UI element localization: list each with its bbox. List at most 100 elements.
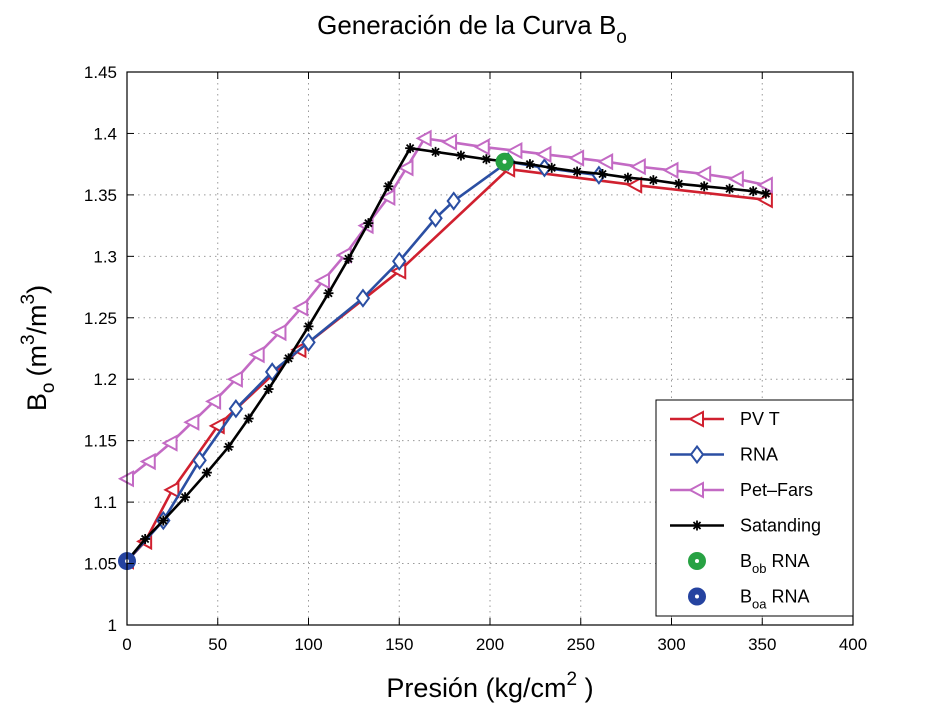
data-point-marker [440, 133, 458, 151]
y-tick-label: 1.35 [84, 186, 117, 205]
data-point-marker [263, 384, 274, 395]
data-point-marker [481, 154, 492, 165]
legend-item: Boa RNA [688, 587, 810, 612]
legend-marker [692, 520, 702, 531]
data-point-marker [283, 353, 294, 364]
legend-label: Boa RNA [740, 587, 810, 612]
y-tick-label: 1.1 [93, 493, 117, 512]
x-tick-label: 150 [385, 635, 413, 654]
legend-item: Pet–Fars [670, 480, 813, 500]
y-tick-label: 1.4 [93, 124, 117, 143]
x-tick-label: 50 [208, 635, 227, 654]
y-tick-label: 1.25 [84, 309, 117, 328]
data-point-marker [313, 272, 331, 290]
data-point-marker [524, 159, 535, 170]
data-point-marker [383, 181, 394, 192]
data-point-marker [379, 188, 396, 207]
data-point-marker [546, 162, 557, 173]
legend-item: Bob RNA [688, 551, 810, 576]
data-point-marker [140, 533, 151, 544]
data-point-marker [270, 323, 287, 342]
highlight-point-center [502, 159, 507, 164]
legend-marker [687, 481, 704, 499]
legend-point-center [695, 594, 699, 599]
y-tick-label: 1.2 [93, 370, 117, 389]
data-point-marker [243, 413, 254, 424]
data-point-marker [405, 143, 416, 154]
data-point-marker [139, 452, 156, 471]
data-point-marker [568, 149, 585, 167]
legend-item: Satanding [670, 516, 821, 536]
chart-title: Generación de la Curva Bo [317, 10, 627, 48]
data-point-marker [301, 332, 316, 353]
legend-item: PV T [670, 409, 780, 429]
x-tick-label: 0 [122, 635, 131, 654]
data-point-marker [223, 441, 234, 452]
data-point-marker [724, 183, 735, 194]
data-point-marker [163, 481, 180, 499]
legend-label: RNA [740, 445, 778, 465]
legend-marker [689, 444, 705, 465]
data-point-marker [180, 492, 191, 503]
data-point-marker [392, 251, 407, 271]
data-point-marker [699, 181, 710, 192]
legend: PV T RNA Pet–Fars Satanding Bob RNA Boa RNA [655, 399, 854, 617]
data-point-marker [727, 170, 744, 188]
data-point-marker [597, 153, 614, 171]
y-tick-label: 1.15 [84, 432, 117, 451]
data-point-marker [428, 208, 443, 228]
data-point-marker [748, 186, 759, 197]
data-point-marker [228, 399, 244, 419]
data-point-marker [622, 172, 633, 183]
legend-point-center [695, 559, 699, 563]
data-point-marker [506, 141, 523, 160]
y-tick-label: 1.45 [84, 63, 117, 82]
data-point-marker [430, 146, 441, 157]
data-point-marker [760, 188, 771, 199]
highlight-point [495, 152, 514, 171]
data-point-marker [535, 145, 552, 164]
x-tick-label: 100 [294, 635, 322, 654]
data-point-marker [446, 191, 461, 211]
data-point-marker [415, 129, 432, 148]
data-point-marker [397, 159, 414, 177]
x-tick-label: 400 [839, 635, 867, 654]
data-point-marker [323, 288, 334, 299]
data-point-marker [363, 218, 374, 229]
legend-marker [687, 410, 704, 428]
legend-item: RNA [670, 445, 778, 465]
data-point-marker [303, 321, 314, 332]
data-point-marker [292, 299, 309, 317]
y-tick-label: 1.3 [93, 247, 117, 266]
y-tick-label: 1.05 [84, 555, 117, 574]
data-point-marker [597, 168, 608, 179]
x-tick-label: 200 [476, 635, 504, 654]
x-tick-label: 350 [748, 635, 776, 654]
data-point-marker [183, 413, 200, 431]
legend-label: Bob RNA [740, 551, 810, 576]
data-point-marker [662, 161, 679, 179]
x-tick-label: 250 [567, 635, 595, 654]
data-point-marker [648, 175, 659, 186]
y-tick-label: 1 [108, 616, 117, 635]
data-point-marker [355, 288, 371, 308]
legend-label: Pet–Fars [740, 480, 813, 500]
data-point-marker [158, 515, 169, 526]
data-point-marker [756, 176, 773, 194]
data-point-marker [201, 467, 212, 478]
data-point-marker [205, 392, 222, 411]
data-point-marker [473, 138, 490, 156]
data-point-marker [626, 176, 643, 194]
data-point-marker [226, 370, 243, 388]
data-point-marker [572, 166, 583, 177]
legend-box [655, 399, 854, 617]
legend-label: Satanding [740, 516, 821, 536]
x-tick-label: 300 [657, 635, 685, 654]
data-point-marker [192, 450, 207, 470]
y-axis-label: Bo(m3/m3) [18, 285, 59, 411]
data-point-marker [455, 150, 466, 161]
data-point-marker [248, 345, 265, 364]
data-point-marker [264, 362, 280, 382]
data-point-marker [695, 165, 712, 183]
